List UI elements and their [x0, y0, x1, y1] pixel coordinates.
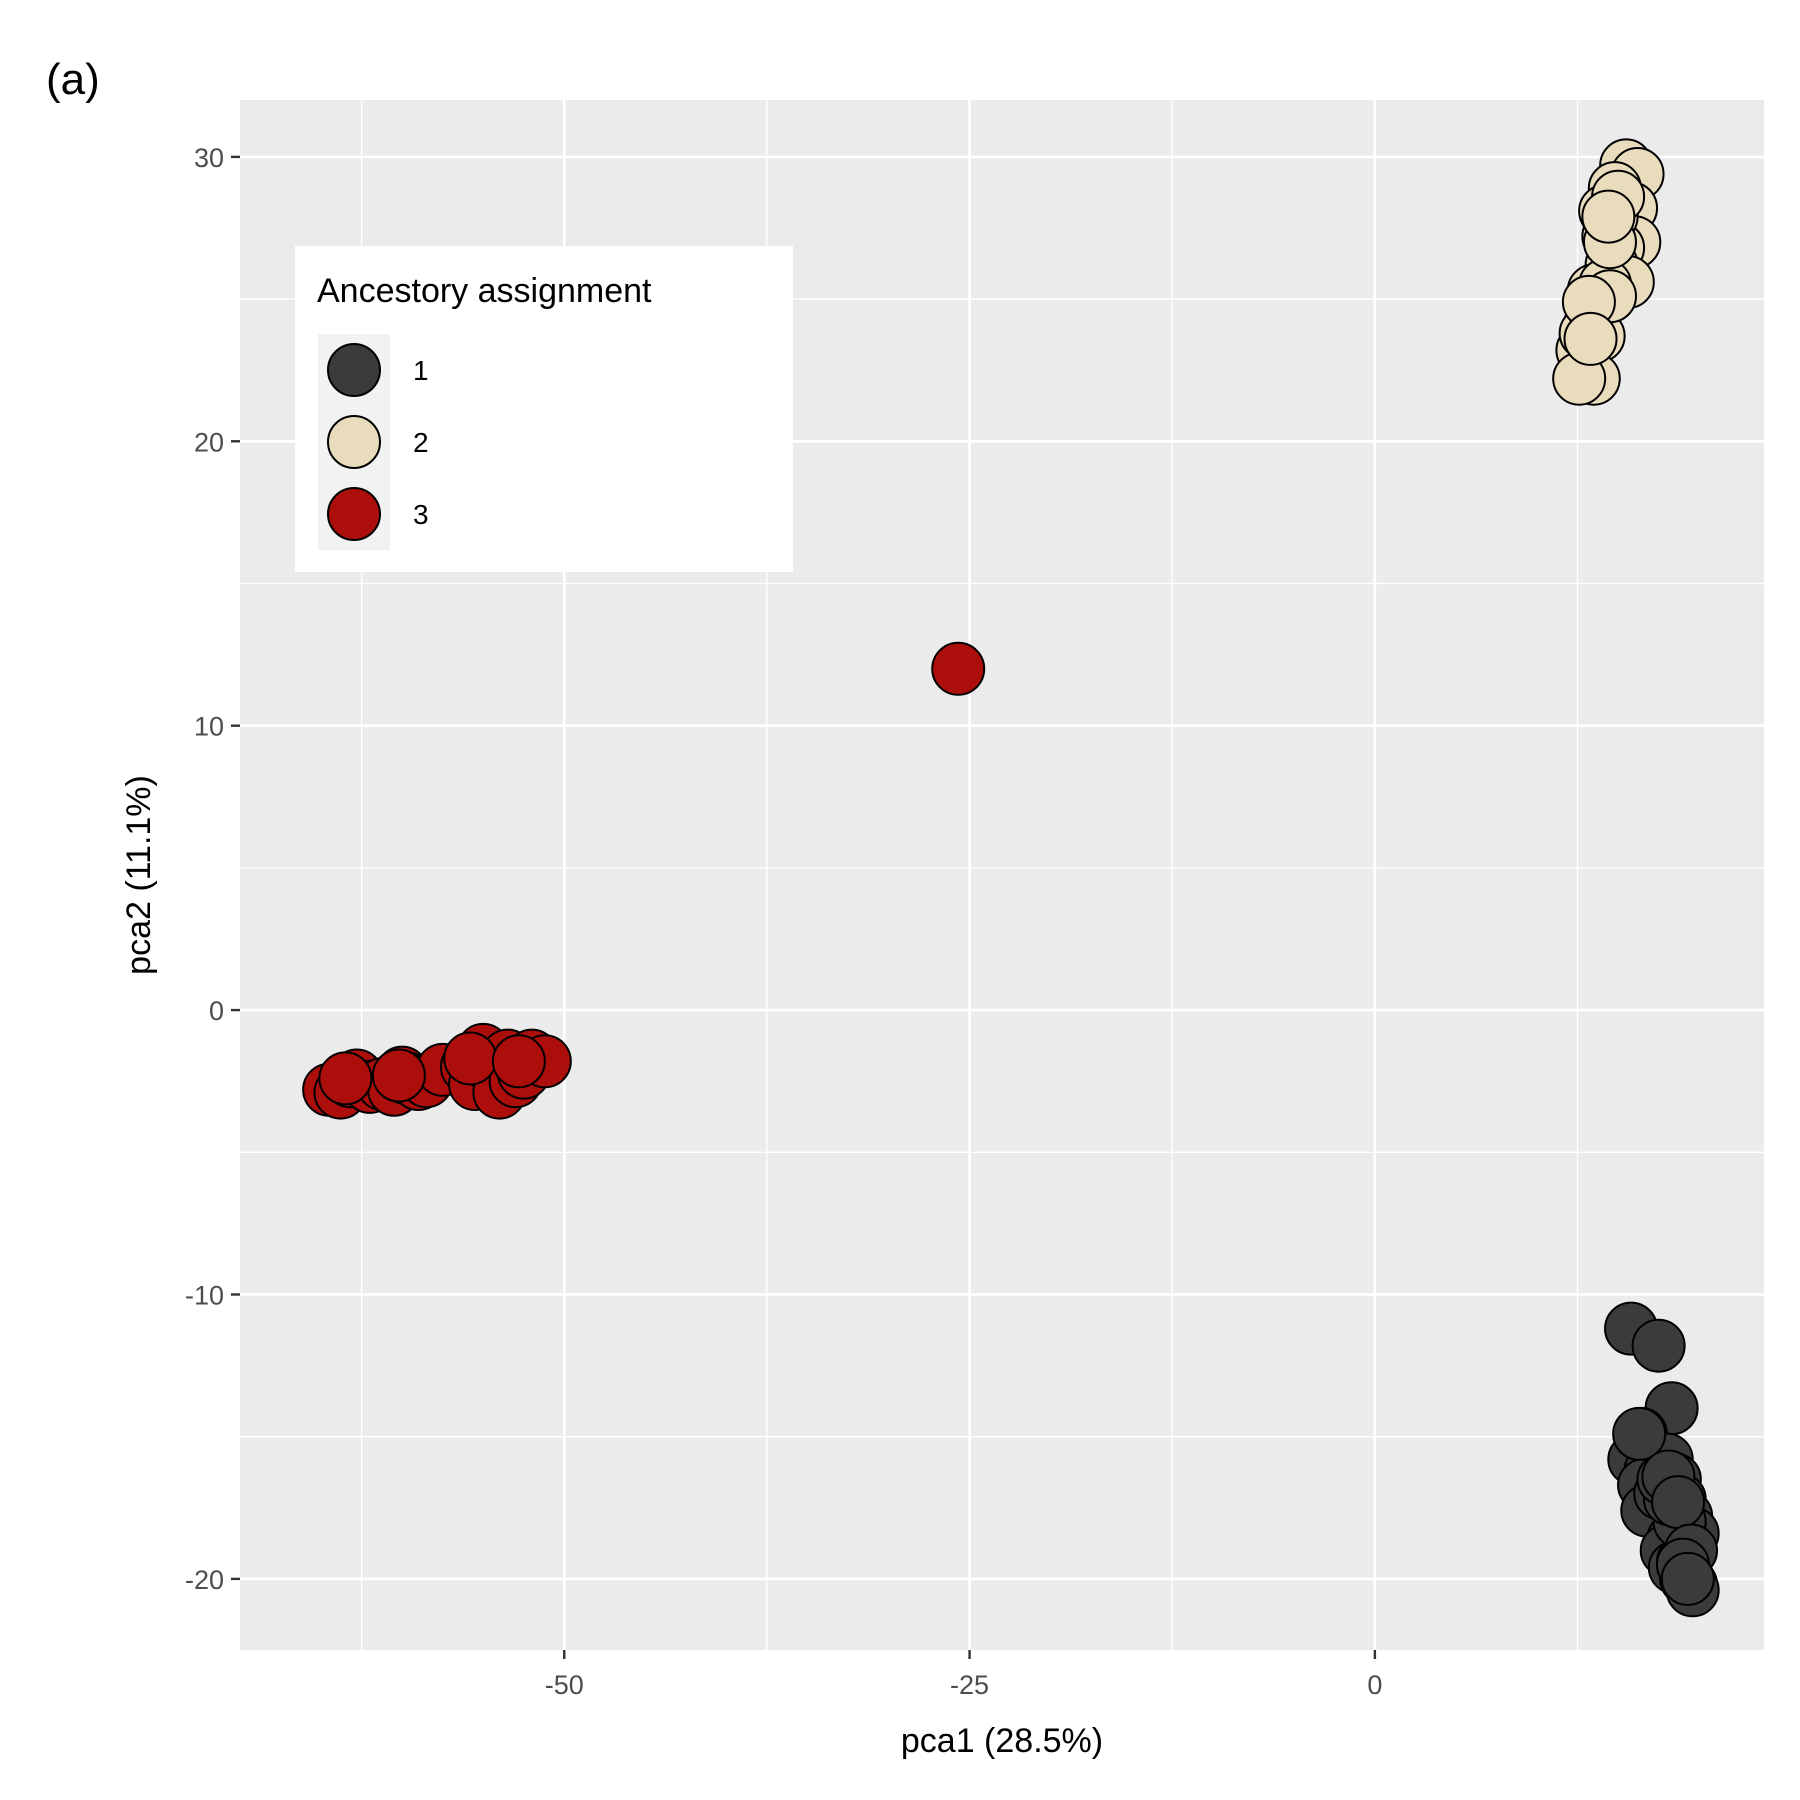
y-axis: -20 -10 0 10 20 30	[185, 143, 240, 1595]
y-tick-label: 0	[209, 996, 224, 1026]
legend-label-2: 2	[413, 427, 429, 458]
data-point-group-1	[1612, 1406, 1667, 1461]
legend-key-2	[327, 415, 381, 469]
data-points	[302, 138, 1720, 1618]
y-axis-title: pca2 (11.1%)	[120, 775, 158, 975]
y-tick-label: 30	[194, 143, 224, 173]
data-point-group-2	[1581, 189, 1636, 244]
grid-major	[240, 100, 1764, 1650]
x-tick-label: -25	[950, 1670, 989, 1700]
data-point-group-1	[1660, 1551, 1715, 1606]
x-tick-label: 0	[1367, 1670, 1382, 1700]
data-point-group-3	[491, 1034, 546, 1089]
x-tick-label: -50	[545, 1670, 584, 1700]
y-tick-label: -10	[185, 1280, 224, 1310]
data-point-group-3	[318, 1051, 373, 1106]
legend-key-3	[327, 487, 381, 541]
legend-key-1	[327, 343, 381, 397]
legend-label-3: 3	[413, 499, 429, 530]
data-point-group-3	[371, 1048, 426, 1103]
x-axis-title: pca1 (28.5%)	[901, 1722, 1103, 1760]
y-tick-label: 20	[194, 427, 224, 457]
y-tick-label: 10	[194, 712, 224, 742]
legend-label-1: 1	[413, 355, 429, 386]
data-point-group-2	[1563, 311, 1618, 366]
data-point-group-3	[931, 641, 986, 696]
data-point-group-1	[1651, 1475, 1706, 1530]
data-point-group-1	[1631, 1318, 1686, 1373]
legend-entries: 1 2 3	[318, 334, 429, 550]
x-axis: -50 -25 0	[545, 1650, 1382, 1700]
legend-title: Ancestory assignment	[317, 272, 652, 310]
panel-label: (a)	[46, 55, 100, 104]
legend: Ancestory assignment 1 2 3	[295, 246, 793, 572]
data-point-group-3	[443, 1031, 498, 1086]
y-tick-label: -20	[185, 1565, 224, 1595]
